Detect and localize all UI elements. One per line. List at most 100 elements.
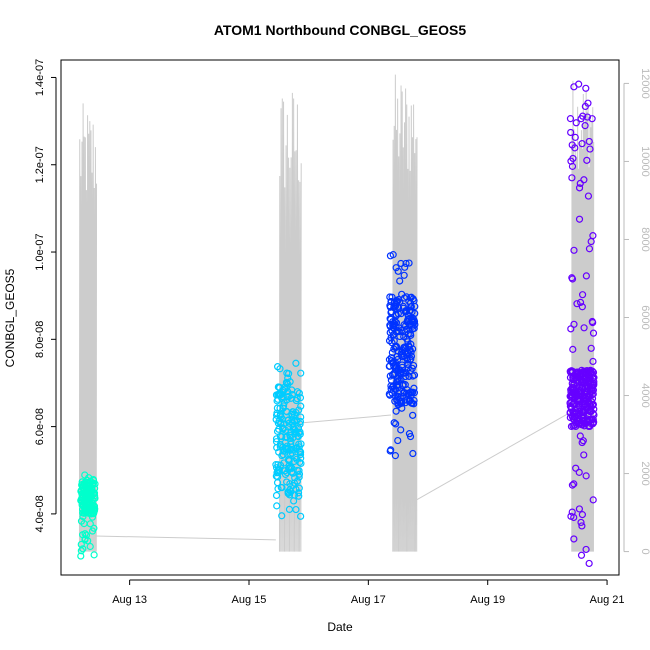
data-point (281, 470, 290, 479)
data-point (579, 112, 587, 120)
data-point (398, 290, 406, 298)
data-point (568, 174, 576, 182)
x-axis-label: Date (327, 620, 353, 634)
data-point (392, 420, 400, 428)
data-point (386, 391, 394, 399)
data-point (394, 267, 402, 275)
data-point (297, 459, 305, 468)
data-point (274, 467, 282, 475)
data-point (566, 115, 575, 123)
data-point (88, 513, 97, 521)
data-point (273, 411, 281, 419)
data-point (584, 99, 592, 107)
data-point (386, 447, 394, 455)
data-point (567, 157, 575, 165)
data-point (394, 401, 402, 409)
data-point (90, 551, 98, 559)
data-point (589, 329, 598, 337)
altitude-transit-line (414, 410, 573, 502)
data-point (86, 520, 94, 528)
data-point (77, 517, 86, 525)
data-point (585, 137, 593, 146)
data-point (285, 457, 293, 465)
data-point (77, 552, 85, 560)
y-tick-label: 8.0e-08 (34, 321, 46, 358)
data-point (580, 394, 588, 402)
data-point (391, 452, 399, 460)
data-point (588, 370, 597, 378)
data-point (581, 122, 589, 130)
altitude-profile-line (571, 80, 595, 552)
data-point (579, 437, 587, 445)
data-point (274, 383, 282, 391)
x-tick-label: Aug 19 (470, 594, 505, 606)
data-point (406, 396, 414, 404)
data-point (588, 317, 596, 326)
data-point (275, 390, 284, 398)
data-point (410, 316, 418, 325)
data-point (406, 356, 414, 364)
data-point (587, 344, 595, 352)
data-point (288, 464, 296, 472)
data-point (276, 404, 284, 412)
data-point (395, 328, 403, 336)
data-point (567, 403, 576, 411)
y-tick-label: 1.0e-07 (34, 233, 46, 270)
data-point (586, 390, 594, 398)
data-point (296, 394, 305, 402)
altitude-layer (78, 74, 595, 552)
data-point (273, 479, 282, 487)
data-point (82, 531, 91, 539)
data-point (566, 392, 574, 400)
data-point (276, 365, 284, 373)
data-point (295, 484, 303, 492)
data-point (575, 505, 584, 513)
data-point (284, 374, 292, 382)
data-point (400, 352, 408, 360)
data-point (394, 392, 402, 400)
data-point (392, 407, 400, 415)
data-point (569, 345, 577, 353)
data-point (408, 308, 416, 316)
data-point (390, 330, 398, 339)
data-point (89, 490, 98, 498)
data-point (570, 535, 578, 543)
data-point (387, 354, 395, 362)
data-point (582, 472, 590, 480)
data-point (589, 409, 597, 418)
data-point (297, 369, 305, 377)
data-point (79, 512, 87, 521)
data-point (272, 464, 281, 472)
data-point (90, 502, 99, 510)
data-point (385, 337, 394, 345)
data-point (296, 449, 305, 457)
data-point (291, 491, 299, 499)
data-point (589, 357, 597, 366)
right-tick-label: 2000 (639, 461, 650, 485)
data-point (573, 300, 581, 308)
data-point (575, 215, 584, 223)
data-point (392, 312, 400, 320)
data-point (400, 333, 408, 341)
data-point (411, 321, 419, 329)
x-tick-label: Aug 21 (590, 594, 625, 606)
data-point (584, 412, 592, 420)
data-point (392, 298, 400, 306)
data-point (407, 293, 415, 301)
data-point (279, 451, 287, 459)
y-axis-label: CONBGL_GEOS5 (3, 268, 17, 367)
data-point (400, 388, 408, 396)
right-tick-label: 4000 (639, 383, 650, 407)
data-point (79, 482, 87, 490)
data-point (277, 483, 285, 492)
altitude-transit-line (95, 535, 276, 541)
data-point (391, 343, 399, 351)
data-point (571, 133, 579, 141)
data-point (277, 419, 285, 427)
data-point (570, 83, 578, 91)
data-point (79, 545, 87, 553)
data-point (588, 367, 596, 375)
data-point (394, 436, 402, 445)
data-point (404, 361, 412, 369)
data-point (575, 184, 584, 192)
